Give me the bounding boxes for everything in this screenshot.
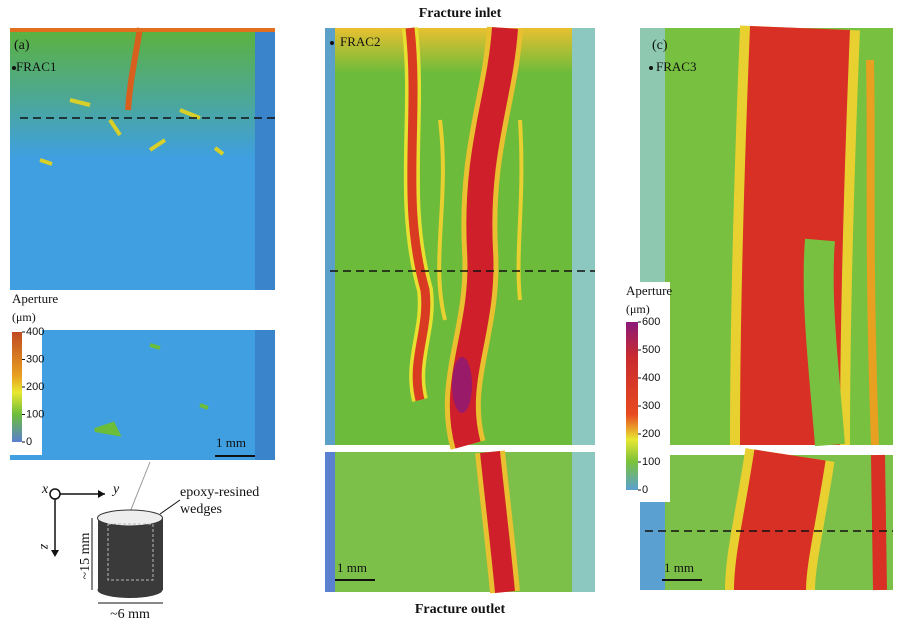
panel-label: (c) (652, 38, 668, 53)
channel (480, 450, 515, 593)
colorbar-title: Aperture (626, 283, 672, 298)
aperture-map (10, 330, 275, 460)
inlet-edge (10, 28, 275, 32)
panel-c: Aperture (μm) (c) FRAC3 1 mm (622, 25, 893, 592)
channel (405, 27, 431, 402)
colorbar-tick-label: 200 (26, 381, 44, 393)
colorbar-tick-label: 400 (26, 326, 44, 338)
edge (325, 28, 335, 445)
colorbar-tick-label: 300 (642, 400, 660, 412)
diameter: ~6 mm (110, 607, 150, 622)
arrow (98, 490, 105, 498)
colorbar-tick-label: 200 (642, 428, 660, 440)
length: ~15 mm (78, 532, 93, 579)
annotation: epoxy-resined (180, 485, 259, 500)
colorbar-title: Aperture (12, 291, 58, 306)
colorbar-tick-label: 300 (26, 353, 44, 365)
colorbar (12, 332, 22, 442)
wedge (107, 523, 154, 581)
colorbar-unit: (μm) (626, 302, 650, 316)
colorbar-tick-label: 400 (642, 372, 660, 384)
panel-b: Fracture inlet FRAC2 1 mm Fracture outle… (325, 6, 595, 617)
spot (94, 343, 209, 437)
colorbar-tick-label: 0 (642, 484, 648, 496)
marker (330, 41, 334, 45)
axis-y: y (111, 482, 120, 497)
peak (452, 357, 472, 413)
channel (734, 449, 826, 591)
sample-name: FRAC3 (656, 59, 696, 74)
panel-label: (a) (14, 38, 30, 53)
axis-x: x (41, 482, 49, 497)
channel (740, 25, 850, 446)
colorbar (626, 322, 638, 490)
colorbar-tick-label: 100 (26, 408, 44, 420)
colorbar-unit: (μm) (12, 310, 36, 324)
edge (255, 330, 275, 460)
inlet-label: Fracture inlet (419, 6, 502, 21)
marker (649, 66, 653, 70)
channel (871, 454, 887, 591)
aperture-map (325, 452, 595, 592)
edge (572, 452, 595, 592)
schematic: x y z epoxy-resined wedges ~15 mm ~6 mm (37, 461, 259, 622)
annotation: wedges (180, 502, 222, 517)
sample-name: FRAC2 (340, 34, 380, 49)
leader (129, 461, 151, 513)
sample-name: FRAC1 (16, 59, 56, 74)
channel (39, 98, 225, 166)
channel (437, 119, 524, 321)
axis-z: z (37, 543, 52, 550)
aperture-map (10, 28, 275, 158)
colorbar-tick-label: 0 (26, 436, 32, 448)
colorbar-tick-label: 100 (642, 456, 660, 468)
edge (325, 452, 335, 592)
island (803, 238, 845, 447)
sample-top (97, 509, 163, 527)
scale-label: 1 mm (664, 560, 694, 575)
edge (255, 28, 275, 290)
marker (12, 66, 16, 70)
scale-label: 1 mm (337, 560, 367, 575)
arrow (51, 550, 59, 557)
outlet-label: Fracture outlet (415, 602, 506, 617)
aperture-map (325, 28, 595, 73)
colorbar-tick-label: 500 (642, 344, 660, 356)
edge (572, 28, 595, 445)
origin (49, 488, 61, 500)
channel (125, 27, 143, 111)
sample-body (97, 582, 163, 598)
sample-body (98, 518, 163, 590)
scale-label: 1 mm (216, 435, 246, 450)
panel-a: (a) FRAC1 Aperture (μm) 1 mm (10, 27, 275, 460)
leader (159, 499, 181, 515)
channel (866, 59, 879, 446)
colorbar-tick-label: 600 (642, 316, 660, 328)
